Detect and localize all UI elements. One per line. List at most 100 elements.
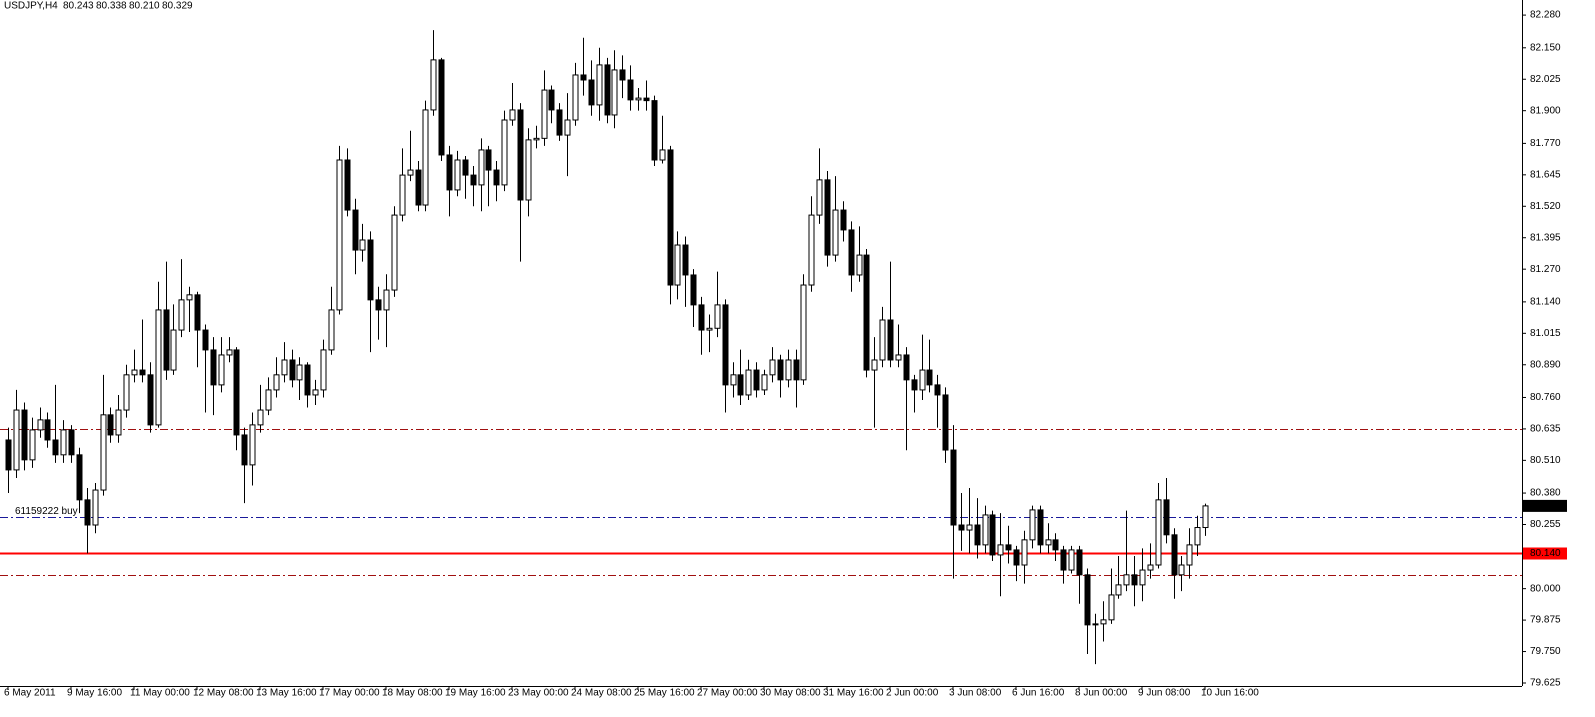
x-tick-label: 19 May 16:00 [445, 688, 506, 699]
candle-body [942, 394, 949, 451]
candle-body [52, 439, 59, 456]
candle-body [186, 294, 193, 301]
candle-body [926, 369, 933, 386]
candle-body [1147, 564, 1154, 571]
candle-body [919, 369, 926, 391]
candle-body [155, 309, 162, 426]
candle-body [753, 369, 760, 391]
candle-body [304, 364, 311, 396]
candle-body [226, 349, 233, 356]
candle-body [1005, 544, 1012, 551]
candle-body [107, 414, 114, 436]
x-tick-label: 9 May 16:00 [67, 688, 122, 699]
candle-body [68, 429, 75, 456]
candle-body [1139, 569, 1146, 586]
candle-body [588, 79, 595, 106]
chart-title: USDJPY,H4 [4, 1, 58, 12]
candle-body [478, 149, 485, 186]
candle-body [289, 359, 296, 381]
x-tick-label: 12 May 08:00 [193, 688, 254, 699]
candle-body [564, 119, 571, 136]
candle-body [674, 244, 681, 286]
candle-body [863, 254, 870, 371]
candle-body [596, 64, 603, 106]
y-tick-label: 82.150 [1530, 42, 1561, 53]
candle-body [958, 524, 965, 531]
candle-body [1194, 527, 1201, 546]
candle-body [1092, 623, 1099, 626]
candle-body [29, 429, 36, 461]
candle-body [1029, 509, 1036, 541]
candle-body [501, 119, 508, 186]
candle-body [92, 489, 99, 526]
candle-body [966, 524, 973, 531]
candle-body [682, 244, 689, 276]
y-tick-label: 81.520 [1530, 201, 1561, 212]
y-tick-label: 81.770 [1530, 138, 1561, 149]
candle-body [1123, 574, 1130, 586]
candle-body [643, 97, 650, 102]
candle-body [344, 159, 351, 211]
candle-body [1108, 594, 1115, 621]
candle-body [430, 59, 437, 111]
candle-body [604, 64, 611, 116]
candle-body [698, 304, 705, 331]
candle-body [1178, 564, 1185, 576]
candle-body [1115, 584, 1122, 596]
candle-body [761, 374, 768, 391]
candle-body [911, 379, 918, 391]
candle-body [76, 454, 83, 501]
candle-body [793, 359, 800, 381]
y-tick-label: 79.875 [1530, 615, 1561, 626]
candle-body [5, 439, 12, 471]
candle-body [60, 429, 67, 456]
candle-body [1186, 544, 1193, 566]
candle-body [667, 149, 674, 286]
candle-body [194, 294, 201, 331]
candle-body [454, 159, 461, 191]
candle-body [651, 100, 658, 161]
level-price-box [1523, 547, 1567, 560]
x-tick-label: 25 May 16:00 [634, 688, 695, 699]
candle-body [824, 179, 831, 256]
candle-body [808, 214, 815, 286]
candle-body [383, 289, 390, 311]
x-tick-label: 8 Jun 00:00 [1075, 688, 1128, 699]
candle-body [359, 239, 366, 251]
y-tick-label: 80.380 [1530, 488, 1561, 499]
candle-body [170, 329, 177, 371]
candle-body [1076, 549, 1083, 576]
candle-body [548, 89, 555, 111]
candle-body [903, 354, 910, 381]
y-tick-label: 79.625 [1530, 678, 1561, 689]
candle-body [785, 359, 792, 381]
x-tick-label: 23 May 00:00 [508, 688, 569, 699]
candle-body [336, 159, 343, 311]
y-tick-label: 82.025 [1530, 74, 1561, 85]
candle-body [462, 159, 469, 176]
x-tick-label: 6 Jun 16:00 [1012, 688, 1065, 699]
y-tick-label: 80.635 [1530, 424, 1561, 435]
candle-body [210, 349, 217, 386]
y-tick-label: 80.000 [1530, 583, 1561, 594]
candle-body [690, 274, 697, 306]
candle-body [737, 374, 744, 396]
y-tick-label: 81.140 [1530, 297, 1561, 308]
candle-body [832, 209, 839, 256]
x-tick-label: 31 May 16:00 [823, 688, 884, 699]
candle-body [769, 359, 776, 376]
candle-body [312, 389, 319, 396]
candle-body [296, 364, 303, 381]
candle-body [44, 419, 51, 441]
candle-body [1060, 549, 1067, 571]
candle-body [115, 409, 122, 436]
candle-body [233, 349, 240, 436]
x-tick-label: 24 May 08:00 [571, 688, 632, 699]
candle-body [367, 239, 374, 301]
candle-body [572, 74, 579, 121]
candle-body [163, 309, 170, 371]
candle-body [1045, 539, 1052, 546]
candle-body [627, 79, 634, 101]
x-tick-label: 6 May 2011 [4, 688, 56, 699]
candle-body [178, 299, 185, 331]
